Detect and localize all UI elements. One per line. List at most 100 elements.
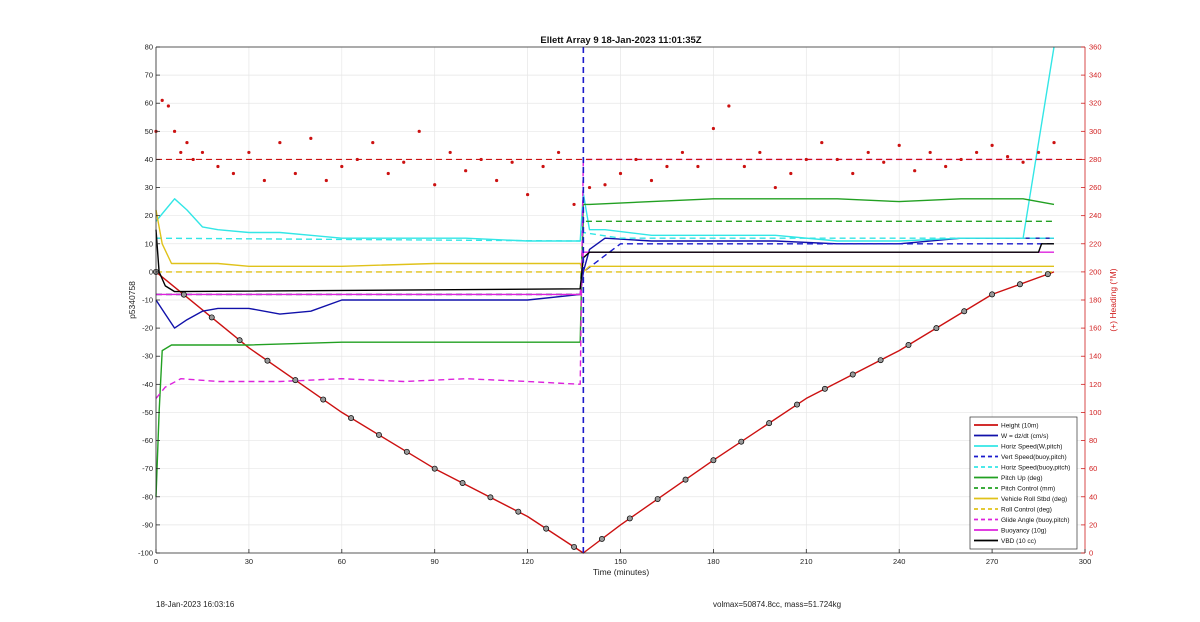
- axes: 0 30 60 90 120 150 180 210 240 270 300-100-90-80-7…: [138, 43, 1102, 567]
- y-tick-label: -90: [142, 520, 153, 529]
- y-tick-label: 20: [145, 211, 153, 220]
- heading-point: [820, 140, 824, 145]
- x-tick-label: 120: [521, 557, 534, 566]
- y-tick-label: -70: [142, 464, 153, 473]
- y2-tick-label: 320: [1089, 99, 1102, 108]
- heading-point: [851, 171, 855, 176]
- height-marker: [682, 476, 689, 483]
- height-marker: [264, 357, 271, 364]
- height-marker: [710, 457, 717, 464]
- heading-point: [727, 104, 731, 108]
- x-tick-label: 0: [154, 557, 158, 566]
- heading-point: [1005, 155, 1010, 159]
- y2-tick-label: 340: [1089, 71, 1102, 80]
- height-marker: [738, 438, 745, 445]
- heading-point: [262, 178, 266, 183]
- y-tick-label: -10: [142, 296, 153, 305]
- grid: [155, 46, 1086, 554]
- heading-point: [191, 157, 195, 162]
- y-tick-label: -80: [142, 492, 153, 501]
- height-marker: [821, 385, 828, 392]
- y2-axis-label: (+) Heading (°M): [1108, 268, 1118, 331]
- heading-point: [541, 164, 545, 169]
- heading-point: [913, 169, 917, 173]
- x-tick-label: 90: [431, 557, 439, 566]
- y-tick-label: 10: [145, 239, 153, 248]
- heading-point: [1036, 150, 1041, 155]
- y2-tick-label: 300: [1089, 127, 1102, 136]
- x-tick-label: 240: [893, 557, 906, 566]
- height-marker: [236, 337, 243, 344]
- x-tick-label: 150: [614, 557, 627, 566]
- y-tick-label: 60: [145, 99, 153, 108]
- y2-tick-label: 20: [1089, 520, 1097, 529]
- heading-point: [448, 150, 452, 155]
- height-marker: [654, 496, 661, 502]
- heading-point: [866, 150, 870, 155]
- y2-tick-label: 280: [1089, 155, 1102, 164]
- footer-timestamp: 18-Jan-2023 16:03:16: [156, 600, 235, 609]
- heading-point: [179, 150, 183, 155]
- heading-point: [495, 178, 499, 183]
- series-line: [155, 229, 1054, 293]
- x-tick-label: 60: [338, 557, 346, 566]
- y2-tick-label: 140: [1089, 352, 1102, 361]
- height-marker: [431, 465, 438, 472]
- x-axis-label: Time (minutes): [593, 567, 650, 577]
- heading-point: [711, 126, 716, 131]
- heading-point: [897, 143, 901, 147]
- legend-entry: Pitch Control (mm): [1001, 486, 1055, 493]
- height-marker: [376, 431, 382, 438]
- legend-entry: VBD (10 cc): [1001, 538, 1036, 545]
- height-marker: [1017, 281, 1023, 288]
- heading-point: [247, 150, 251, 155]
- legend-box: [969, 416, 1078, 550]
- height-marker: [208, 314, 215, 321]
- heading-point: [293, 171, 297, 176]
- heading-point: [433, 183, 437, 187]
- height-marker: [626, 515, 633, 522]
- heading-point: [758, 150, 762, 155]
- heading-point: [1021, 160, 1025, 164]
- legend-entry: Glide Angle (buoy,pitch): [1001, 517, 1070, 524]
- height-marker: [961, 308, 968, 315]
- height-marker: [598, 535, 605, 542]
- x-tick-label: 180: [707, 557, 720, 566]
- heading-point: [278, 140, 282, 145]
- heading-point: [216, 164, 220, 169]
- legend-entry: Horiz Speed(buoy,pitch): [1001, 465, 1070, 472]
- legend-entry: W = dz/dt (cm/s): [1001, 433, 1049, 440]
- heading-point: [618, 171, 623, 176]
- heading-point: [789, 171, 793, 176]
- x-tick-label: 300: [1079, 557, 1092, 566]
- heading-point: [634, 157, 638, 162]
- y2-tick-label: 240: [1089, 211, 1102, 220]
- y2-tick-label: 40: [1089, 492, 1097, 501]
- y-tick-label: -100: [138, 549, 153, 558]
- y2-tick-label: 180: [1089, 296, 1102, 305]
- y2-tick-label: 360: [1089, 43, 1102, 52]
- y-tick-label: -20: [142, 324, 153, 333]
- heading-point: [185, 140, 189, 145]
- y-tick-label: 40: [145, 155, 153, 164]
- legend-entry: Horiz Speed(W,pitch): [1001, 444, 1062, 451]
- height-marker: [543, 525, 550, 532]
- heading-point: [649, 178, 654, 183]
- height-marker: [348, 415, 355, 422]
- heading-point: [804, 157, 808, 162]
- height-marker: [794, 401, 800, 408]
- height-marker: [515, 508, 522, 515]
- heading-point: [402, 160, 406, 164]
- legend-entry: Roll Control (deg): [1001, 507, 1052, 514]
- heading-point: [990, 143, 994, 147]
- legend-entry: Pitch Up (deg): [1001, 475, 1043, 482]
- chart-title: Ellett Array 9 18-Jan-2023 11:01:35Z: [540, 35, 701, 46]
- legend: Height (10m) W = dz/dt (cm/s) Horiz Speed(…: [969, 416, 1078, 550]
- heading-point: [200, 150, 205, 155]
- y2-tick-label: 80: [1089, 436, 1097, 445]
- height-marker: [849, 371, 856, 378]
- heading-point: [160, 98, 164, 103]
- y2-tick-label: 0: [1089, 549, 1093, 558]
- height-marker: [292, 377, 299, 384]
